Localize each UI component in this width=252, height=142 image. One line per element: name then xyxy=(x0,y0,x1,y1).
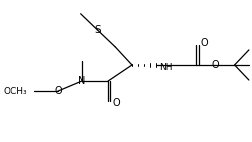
Text: OCH₃: OCH₃ xyxy=(3,87,27,96)
Text: NH: NH xyxy=(159,63,172,72)
Text: O: O xyxy=(113,98,120,108)
Text: S: S xyxy=(94,25,101,35)
Text: N: N xyxy=(78,76,85,86)
Text: O: O xyxy=(212,60,219,70)
Text: O: O xyxy=(54,86,62,96)
Text: O: O xyxy=(201,38,209,48)
